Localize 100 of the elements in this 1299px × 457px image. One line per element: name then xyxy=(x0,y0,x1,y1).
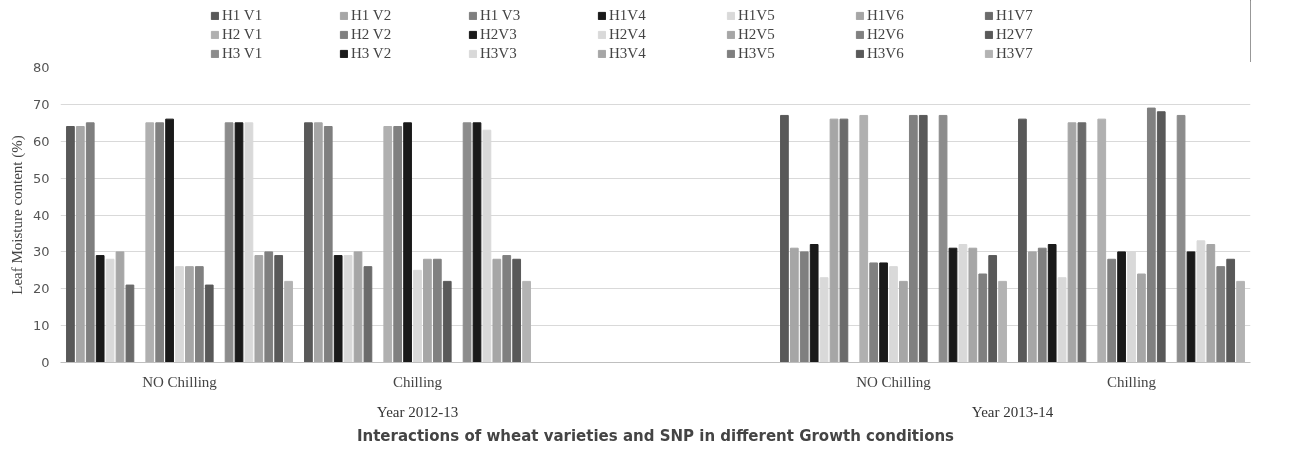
bar xyxy=(254,255,264,363)
legend-label: H3V3 xyxy=(480,45,518,62)
bar xyxy=(1206,244,1216,363)
bar xyxy=(1216,266,1226,363)
bar xyxy=(145,122,155,363)
y-tick-label: 10 xyxy=(32,318,50,334)
bar xyxy=(839,118,849,363)
bar xyxy=(1077,122,1087,363)
bar xyxy=(1137,273,1146,363)
legend-label: H1V7 xyxy=(996,7,1034,24)
legend-label: H1 V2 xyxy=(351,7,393,24)
bar xyxy=(859,114,869,363)
bar xyxy=(432,258,442,363)
bar xyxy=(1097,118,1107,363)
bar xyxy=(165,118,174,363)
y-tick-label: 0 xyxy=(41,355,50,370)
bar xyxy=(363,266,373,363)
bar xyxy=(502,255,512,363)
bar xyxy=(1186,251,1196,363)
legend-label: H3V7 xyxy=(996,45,1034,62)
bar xyxy=(333,255,343,363)
bar xyxy=(224,122,234,363)
bar xyxy=(1226,258,1236,363)
legend-label: H2V5 xyxy=(738,26,776,43)
y-tick-label: 60 xyxy=(32,133,50,149)
legend-label: H2V6 xyxy=(867,26,905,43)
bar xyxy=(234,122,244,363)
legend-label: H2 V2 xyxy=(351,26,393,43)
y-tick-label: 20 xyxy=(32,281,50,297)
bar xyxy=(204,284,214,363)
y-tick-label: 40 xyxy=(32,207,50,223)
bar xyxy=(809,244,819,363)
bar xyxy=(462,122,472,363)
bar xyxy=(799,251,809,363)
bar xyxy=(1027,251,1037,363)
legend-label: H2 V1 xyxy=(222,26,264,43)
legend-label: H3V5 xyxy=(738,45,776,62)
bar xyxy=(442,280,452,363)
bar xyxy=(1176,114,1186,363)
y-tick-label: 50 xyxy=(32,170,50,186)
bar xyxy=(1018,118,1027,363)
bar xyxy=(1047,244,1057,363)
text: Year 2013-14 xyxy=(971,403,1054,420)
bar xyxy=(512,258,522,363)
bar xyxy=(115,251,125,363)
legend-label: H2V3 xyxy=(480,26,518,43)
bar xyxy=(95,255,105,363)
legend-label: H3V6 xyxy=(867,45,905,62)
bar xyxy=(274,255,284,363)
bar xyxy=(194,266,204,363)
bar xyxy=(353,251,363,363)
x-axis-title: Interactions of wheat varieties and SNP in different Growth conditions xyxy=(356,426,955,445)
bar xyxy=(879,262,888,363)
legend-label: H3 V1 xyxy=(222,45,264,62)
bar xyxy=(780,114,789,363)
legend-label: H3V4 xyxy=(609,45,647,62)
bar xyxy=(1146,107,1156,363)
bar xyxy=(75,126,85,363)
bar xyxy=(1067,122,1077,363)
y-tick-label: 70 xyxy=(32,96,50,112)
bar xyxy=(869,262,879,363)
bar xyxy=(155,122,165,363)
legend-label: H1V4 xyxy=(609,7,647,24)
x-tick-label: NO Chilling xyxy=(856,373,932,390)
legend-label: H2V7 xyxy=(996,26,1034,43)
bar xyxy=(472,122,482,363)
bar xyxy=(899,280,908,363)
bar xyxy=(383,126,393,363)
y-axis-title: Leaf Moisture content (%) xyxy=(8,135,26,295)
legend-label: H1V6 xyxy=(867,7,905,24)
bar xyxy=(988,255,998,363)
bar xyxy=(908,114,918,363)
x-tick-label: NO Chilling xyxy=(142,373,218,390)
bar xyxy=(85,122,95,363)
legend-label: H1 V1 xyxy=(222,7,264,24)
bar xyxy=(948,247,958,363)
legend-label: H3 V2 xyxy=(351,45,393,62)
bar xyxy=(918,114,928,363)
bar xyxy=(125,284,135,363)
legend-label: H1 V3 xyxy=(480,7,522,24)
bar xyxy=(66,126,75,363)
bar xyxy=(323,126,333,363)
x-tick-label: Chilling xyxy=(392,373,443,390)
bar xyxy=(304,122,313,363)
bar xyxy=(1037,247,1047,363)
bar xyxy=(938,114,948,363)
legend-label: H1V5 xyxy=(738,7,776,24)
bar xyxy=(423,258,432,363)
bar xyxy=(313,122,323,363)
y-tick-label: 30 xyxy=(32,244,50,260)
y-tick-label: 80 xyxy=(32,60,50,75)
bar xyxy=(264,251,274,363)
bar xyxy=(403,122,412,363)
bar xyxy=(789,247,799,363)
bar xyxy=(968,247,978,363)
x-tick-label: Chilling xyxy=(1106,373,1157,390)
bar xyxy=(185,266,194,363)
bar xyxy=(393,126,403,363)
bar xyxy=(1156,111,1166,363)
bar xyxy=(978,273,988,363)
